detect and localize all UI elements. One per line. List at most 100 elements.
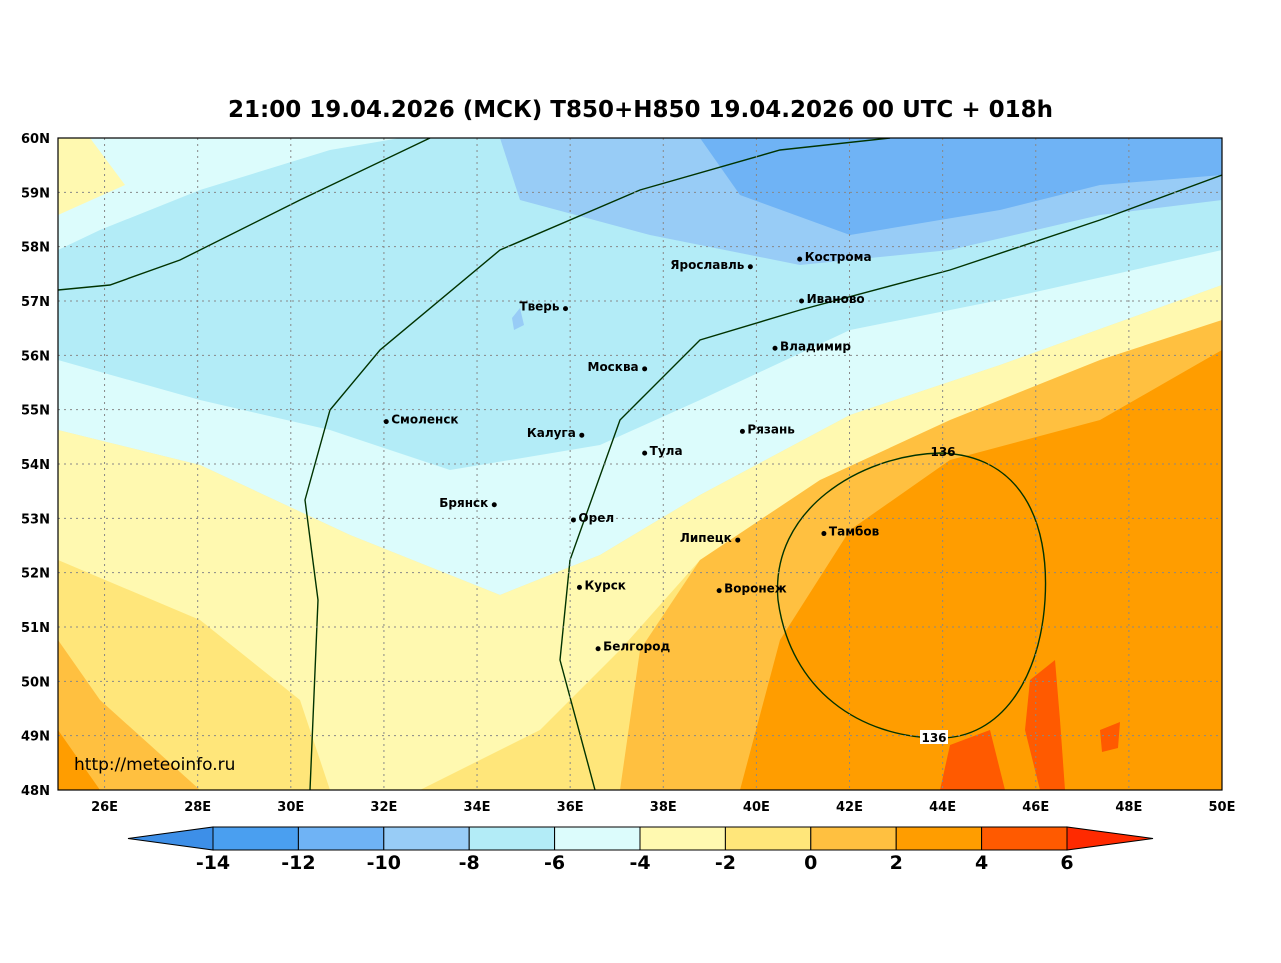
city: Владимир xyxy=(772,339,851,353)
city-label: Москва xyxy=(588,360,639,374)
city-dot-icon xyxy=(563,306,569,312)
colorbar-label: -10 xyxy=(367,852,401,874)
city-dot-icon xyxy=(642,450,648,456)
city: Иваново xyxy=(799,292,865,306)
field-plus4-b xyxy=(940,730,1005,790)
contour-label: 136 xyxy=(921,731,946,745)
city-label: Тула xyxy=(650,444,683,458)
field-minus12 xyxy=(700,138,1222,235)
lat-tick-label: 60N xyxy=(21,132,50,147)
field-plus4-c xyxy=(1100,722,1120,752)
colorbar-label: -8 xyxy=(459,852,480,874)
watermark: http://meteoinfo.ru xyxy=(74,755,235,775)
city: Тамбов xyxy=(821,525,880,539)
city: Брянск xyxy=(439,496,497,510)
axis-ticks: 26E 28E 30E 32E 34E 36E 38E 40E 42E 44E 46E 48E 50E 6… xyxy=(21,132,1235,815)
colorbar-segment xyxy=(554,826,641,851)
city: Липецк xyxy=(680,531,741,545)
map-title: 21:00 19.04.2026 (МСК) T850+H850 19.04.2… xyxy=(227,97,1053,123)
contour-label: 136 xyxy=(930,445,955,459)
colorbar-label: -6 xyxy=(544,852,565,874)
colorbar-label: -4 xyxy=(629,852,650,874)
city-dot-icon xyxy=(821,531,827,537)
colorbar-segment xyxy=(639,826,726,851)
lat-tick-label: 51N xyxy=(21,621,50,636)
grid-lines xyxy=(58,138,1222,790)
city-label: Калуга xyxy=(527,426,576,440)
lat-tick-label: 53N xyxy=(21,512,50,527)
city: Смоленск xyxy=(383,413,459,427)
field-plus2 xyxy=(740,350,1222,790)
city: Тула xyxy=(642,444,683,458)
city-dot-icon xyxy=(595,646,601,652)
city: Курск xyxy=(576,578,626,592)
city-dot-icon xyxy=(383,419,389,425)
lon-tick-label: 38E xyxy=(650,800,677,815)
lat-tick-label: 56N xyxy=(21,349,50,364)
city-dot-icon xyxy=(642,366,648,372)
city-dot-icon xyxy=(716,588,722,594)
colorbar: -14 -12 -10 -8 -6 -4 -2 0 2 4 6 xyxy=(127,826,1154,874)
colorbar-label: -12 xyxy=(281,852,315,874)
lon-tick-label: 40E xyxy=(743,800,770,815)
city-label: Тверь xyxy=(519,300,560,314)
city-dot-icon xyxy=(739,428,745,434)
city-dot-icon xyxy=(491,502,497,508)
city-dot-icon xyxy=(735,537,741,543)
city-dot-icon xyxy=(747,264,753,270)
city-label: Рязань xyxy=(747,422,795,436)
city-label: Владимир xyxy=(780,339,851,353)
lat-tick-label: 58N xyxy=(21,241,50,256)
colorbar-segment xyxy=(724,826,812,851)
colorbar-segment xyxy=(895,826,983,851)
lat-tick-label: 54N xyxy=(21,458,50,473)
lat-tick-label: 50N xyxy=(21,675,50,690)
field-minus10-patch xyxy=(512,308,524,330)
city: Белгород xyxy=(595,640,671,654)
colorbar-over-arrow xyxy=(1066,826,1154,851)
colorbar-segment xyxy=(981,826,1068,851)
field-corner-yellow xyxy=(58,138,125,215)
lat-tick-label: 55N xyxy=(21,404,50,419)
city-markers: Ярославль Кострома Тверь Иваново Владимир Мос… xyxy=(383,250,880,654)
lon-tick-label: 46E xyxy=(1022,800,1049,815)
field-sw-orange xyxy=(58,640,200,790)
city: Ярославль xyxy=(670,258,753,272)
colorbar-segment xyxy=(468,826,556,851)
city: Воронеж xyxy=(716,582,787,596)
city-label: Иваново xyxy=(807,292,865,306)
city-dot-icon xyxy=(579,432,585,438)
colorbar-under-arrow xyxy=(127,826,214,851)
city-dot-icon xyxy=(797,256,803,262)
lat-tick-label: 49N xyxy=(21,730,50,745)
colorbar-label: 2 xyxy=(890,852,903,874)
city: Москва xyxy=(588,360,648,374)
colorbar-label: -2 xyxy=(715,852,736,874)
lon-tick-label: 32E xyxy=(370,800,397,815)
city-dot-icon xyxy=(570,517,576,523)
city-label: Брянск xyxy=(439,496,488,510)
city-label: Белгород xyxy=(603,640,670,654)
colorbar-label: -14 xyxy=(196,852,230,874)
lat-tick-label: 48N xyxy=(21,784,50,799)
city-dot-icon xyxy=(772,345,778,351)
colorbar-segment xyxy=(383,826,470,851)
city-label: Орел xyxy=(578,511,614,525)
lon-tick-label: 42E xyxy=(836,800,863,815)
city-label: Кострома xyxy=(805,250,872,264)
colorbar-label: 6 xyxy=(1060,852,1073,874)
lon-tick-label: 48E xyxy=(1115,800,1142,815)
colorbar-label: 4 xyxy=(975,852,988,874)
city: Орел xyxy=(570,511,614,525)
lon-tick-label: 30E xyxy=(277,800,304,815)
city-label: Тамбов xyxy=(829,525,880,539)
colorbar-label: 0 xyxy=(804,852,817,874)
city-label: Курск xyxy=(584,578,625,592)
map-frame xyxy=(57,137,1223,791)
lat-tick-label: 52N xyxy=(21,567,50,582)
lon-tick-label: 28E xyxy=(184,800,211,815)
lon-tick-label: 26E xyxy=(91,800,118,815)
colorbar-segment xyxy=(212,826,299,851)
field-sw-dark xyxy=(58,730,100,790)
lon-tick-label: 44E xyxy=(929,800,956,815)
